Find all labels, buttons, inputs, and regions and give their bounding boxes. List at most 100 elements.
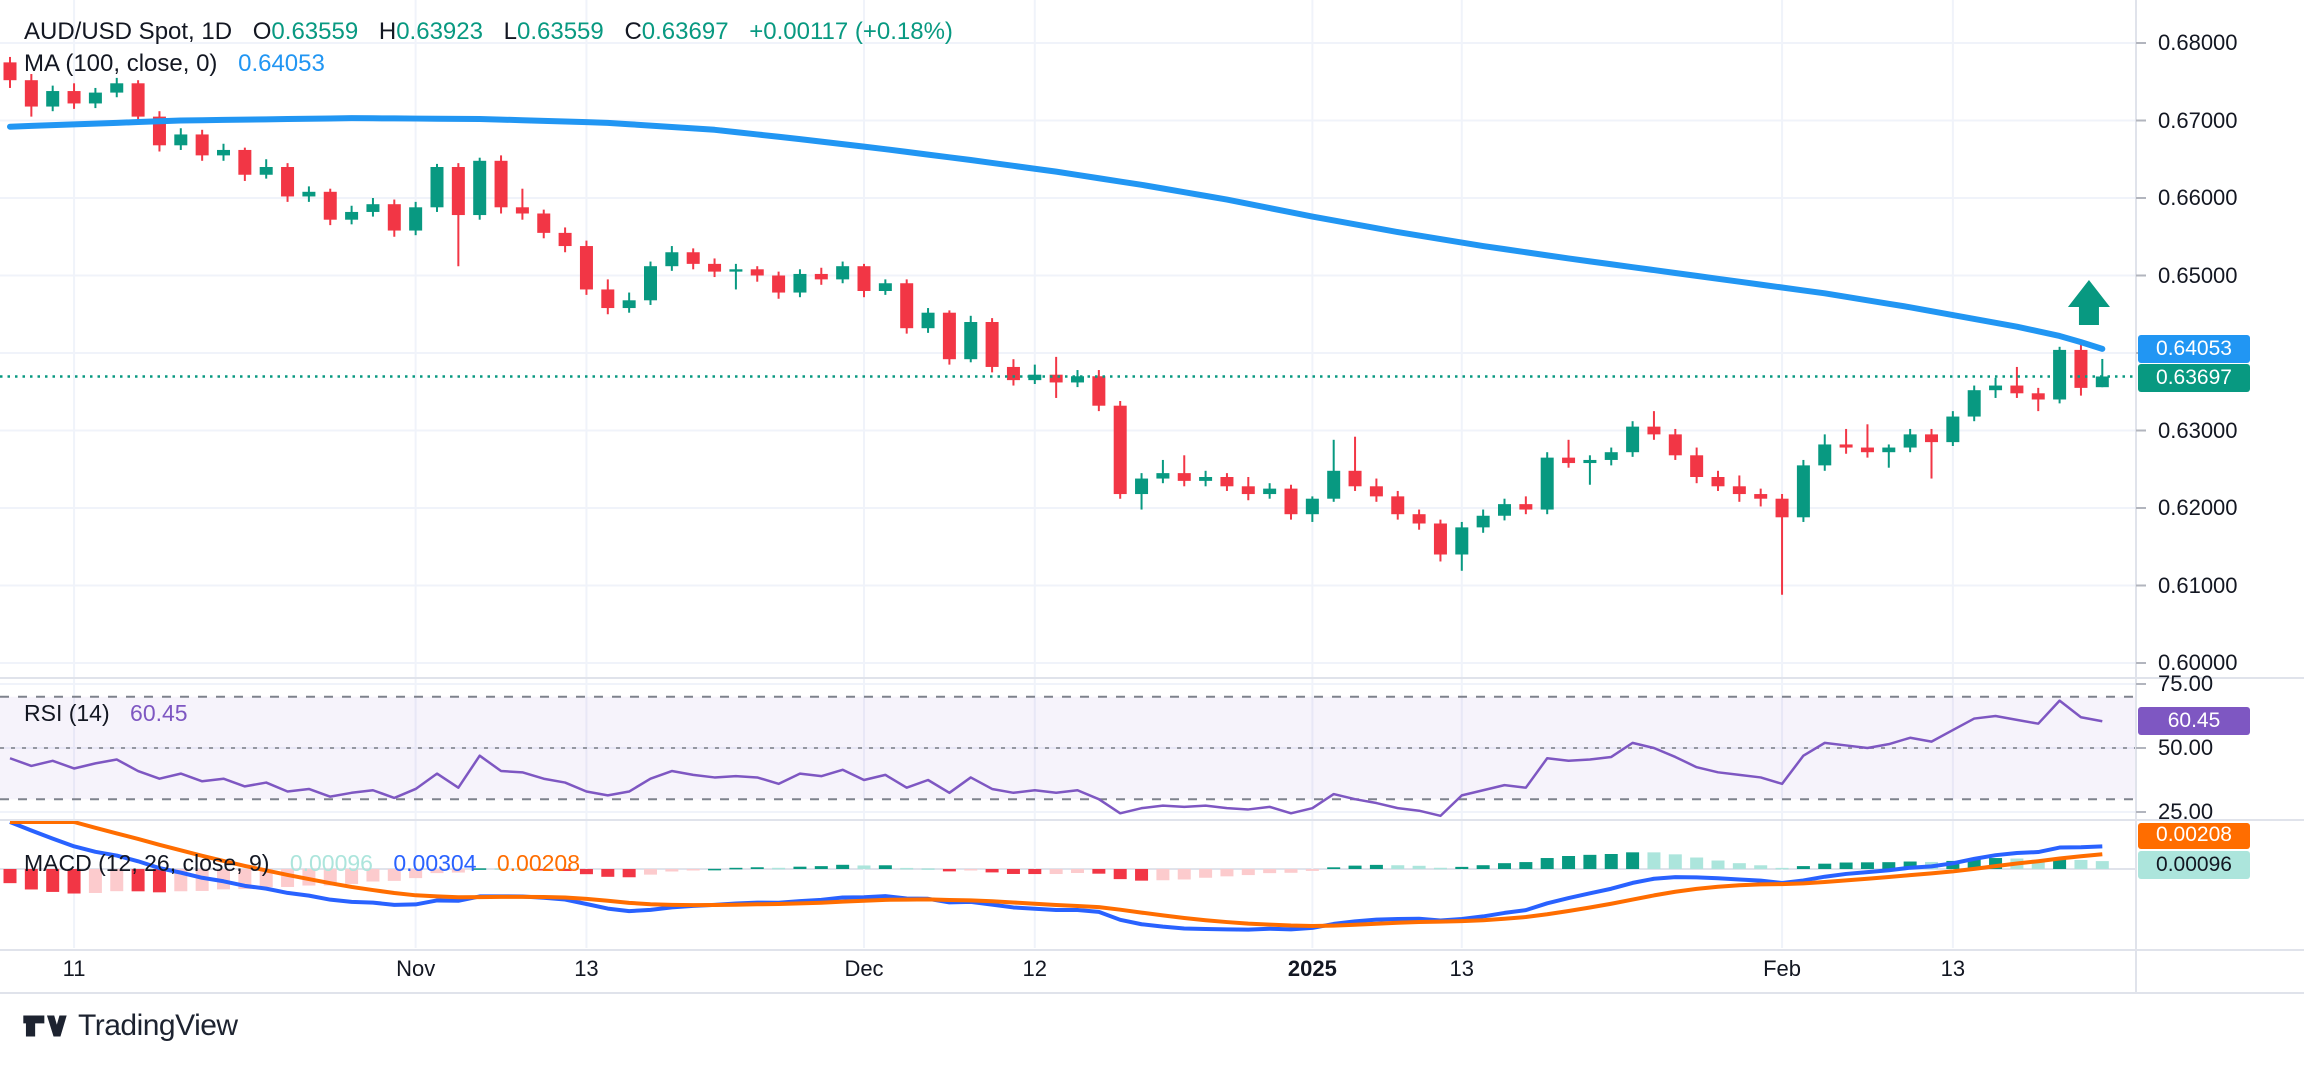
candle-body — [579, 246, 593, 290]
macd-histogram-bar — [1626, 852, 1640, 869]
candle-body — [1156, 473, 1170, 479]
candle-body — [1583, 459, 1597, 464]
macd-line — [9, 820, 2103, 932]
time-axis-label: 11 — [62, 956, 86, 981]
candle-body — [921, 312, 935, 329]
candle-body — [131, 83, 145, 117]
macd-histogram-bar — [1476, 865, 1490, 869]
candle-body — [686, 252, 700, 264]
candle-body — [1882, 447, 1896, 453]
macd-histogram-bar — [1732, 863, 1746, 869]
macd-histogram-bar — [259, 869, 273, 888]
candle-body — [88, 92, 102, 104]
candle-body — [1241, 486, 1255, 495]
macd-histogram-bar — [964, 869, 978, 871]
candle-body — [515, 207, 529, 214]
macd-histogram-bar — [473, 868, 487, 870]
candle-body — [1519, 504, 1533, 510]
candle-body — [1263, 488, 1277, 495]
macd-histogram-bar — [24, 869, 38, 890]
macd-histogram-bar — [644, 869, 657, 875]
macd-histogram-bar — [1455, 866, 1469, 869]
candle-body — [1369, 486, 1383, 497]
macd-histogram-bar — [494, 868, 508, 870]
candle-body — [900, 283, 914, 329]
macd-histogram-bar — [1967, 859, 1981, 869]
macd-histogram-bar — [195, 869, 209, 891]
ma-price-badge: 0.64053 — [2138, 335, 2250, 363]
price-axis-label: 0.61000 — [2158, 572, 2238, 598]
macd-histogram-bar — [793, 866, 807, 869]
candle-body — [1925, 434, 1938, 443]
macd-histogram-bar — [409, 869, 423, 879]
macd-histogram-bar — [1540, 858, 1554, 869]
candle-body — [1071, 376, 1084, 383]
candle-body — [1796, 465, 1810, 518]
macd-histogram-bar — [1711, 860, 1725, 869]
candle-body — [3, 62, 17, 81]
candle-body — [1626, 426, 1640, 453]
macd-histogram-bar — [708, 868, 722, 871]
macd-histogram-bar — [387, 869, 401, 881]
candle-body — [1604, 452, 1618, 460]
macd-histogram-bar — [1775, 867, 1789, 870]
candle-body — [1903, 434, 1917, 448]
macd-histogram-bar — [1668, 854, 1682, 869]
rsi-value-badge: 60.45 — [2138, 707, 2250, 735]
macd-histogram-bar — [857, 865, 871, 869]
tradingview-logo[interactable]: TradingView — [22, 1006, 238, 1046]
candle-body — [323, 191, 337, 220]
time-axis-label: Dec — [844, 956, 884, 981]
macd-histogram-bar — [46, 869, 60, 892]
macd-histogram-bar — [515, 868, 529, 871]
macd-histogram-bar — [2031, 859, 2045, 869]
macd-histogram-bar — [1028, 869, 1042, 875]
time-axis-label: 2025 — [1287, 956, 1337, 981]
macd-histogram-bar — [665, 869, 679, 872]
candle-body — [302, 191, 316, 197]
macd-histogram-bar — [1369, 864, 1383, 869]
macd-histogram-bar — [1049, 869, 1063, 875]
candle-body — [793, 273, 807, 293]
candle-body — [1092, 376, 1106, 406]
candle-body — [1327, 470, 1341, 499]
time-axis-label: 13 — [1449, 956, 1475, 981]
candle-body — [430, 167, 444, 208]
rsi-axis-label: 75.00 — [2158, 671, 2214, 696]
macd-histogram-bar — [1220, 869, 1234, 877]
macd-histogram-bar — [451, 869, 465, 873]
macd-histogram-bar — [1199, 869, 1213, 878]
macd-histogram-bar — [985, 869, 999, 873]
macd-histogram-bar — [878, 865, 892, 869]
candle-body — [2053, 349, 2067, 400]
macd-histogram-bar — [1156, 869, 1170, 881]
macd-histogram-bar — [814, 866, 828, 869]
macd-histogram-bar — [1113, 869, 1127, 880]
candle-body — [665, 252, 679, 267]
candle-body — [1498, 504, 1511, 516]
candle-body — [1006, 366, 1020, 381]
time-axis-label: Nov — [396, 956, 436, 981]
time-axis-label: 13 — [1940, 956, 1966, 981]
candle-body — [238, 149, 252, 175]
candle-body — [750, 269, 764, 276]
macd-histogram-bar — [1860, 862, 1874, 869]
candle-body — [857, 266, 871, 291]
candle-body — [1391, 496, 1405, 515]
candle-body — [622, 300, 636, 309]
macd-histogram-bar — [1882, 862, 1896, 869]
candle-body — [2095, 376, 2109, 388]
candle-body — [1732, 486, 1746, 495]
macd-histogram-bar — [1690, 857, 1704, 869]
candle-body — [942, 312, 956, 360]
rsi-axis-label: 25.00 — [2158, 799, 2214, 824]
macd-histogram-bar — [1092, 869, 1106, 874]
macd-histogram-bar — [921, 868, 935, 870]
macd-histogram-bar — [836, 864, 850, 869]
macd-hist-badge: 0.00096 — [2138, 851, 2250, 879]
candle-body — [1476, 515, 1490, 528]
candle-body — [1860, 447, 1874, 453]
price-axis-label: 0.68000 — [2158, 30, 2238, 55]
